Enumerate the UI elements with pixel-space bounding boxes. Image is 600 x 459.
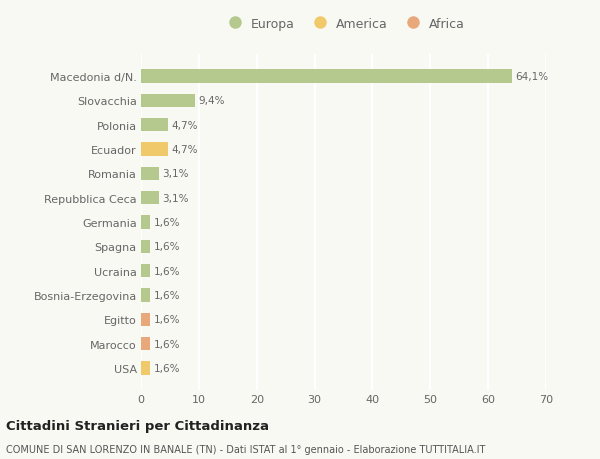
Text: 1,6%: 1,6% [154,315,180,325]
Bar [141,289,150,302]
Bar [141,70,512,84]
Bar [141,240,150,253]
Text: 3,1%: 3,1% [163,193,189,203]
Text: Cittadini Stranieri per Cittadinanza: Cittadini Stranieri per Cittadinanza [6,419,269,432]
Text: 1,6%: 1,6% [154,363,180,373]
Text: 64,1%: 64,1% [515,72,548,82]
Bar [141,362,150,375]
Bar [141,264,150,278]
Text: 1,6%: 1,6% [154,291,180,301]
Bar [141,168,159,181]
Bar [141,192,159,205]
Bar [141,119,168,132]
Text: COMUNE DI SAN LORENZO IN BANALE (TN) - Dati ISTAT al 1° gennaio - Elaborazione T: COMUNE DI SAN LORENZO IN BANALE (TN) - D… [6,444,485,454]
Bar [141,337,150,351]
Bar [141,216,150,230]
Text: 1,6%: 1,6% [154,266,180,276]
Text: 4,7%: 4,7% [172,121,198,130]
Text: 4,7%: 4,7% [172,145,198,155]
Text: 9,4%: 9,4% [199,96,226,106]
Text: 1,6%: 1,6% [154,339,180,349]
Bar [141,95,196,108]
Bar [141,143,168,157]
Legend: Europa, America, Africa: Europa, America, Africa [222,18,465,31]
Text: 1,6%: 1,6% [154,218,180,228]
Bar [141,313,150,326]
Text: 3,1%: 3,1% [163,169,189,179]
Text: 1,6%: 1,6% [154,242,180,252]
